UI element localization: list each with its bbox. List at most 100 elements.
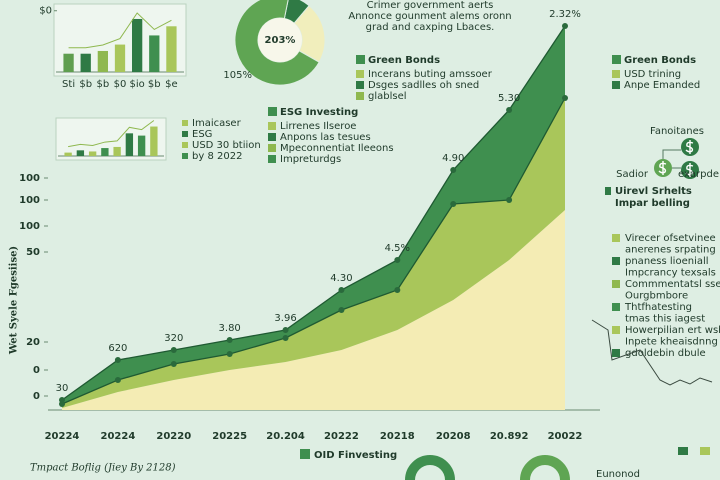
point-label: 620: [108, 343, 127, 354]
bar: [101, 148, 109, 156]
item-swatch: [356, 70, 364, 78]
item-swatch: [268, 122, 276, 130]
x-tick-label: 20224: [45, 431, 80, 442]
area-series: [62, 98, 565, 408]
side-item: Commmentatsl sses: [625, 279, 720, 290]
x-tick-label: $b: [79, 79, 92, 90]
point: [338, 287, 345, 293]
bar: [114, 44, 126, 72]
y-tick-label: 0: [33, 391, 40, 402]
deco-swatch: [678, 447, 688, 455]
point: [506, 197, 513, 203]
point-label: 4.30: [330, 273, 352, 284]
trend: [68, 12, 172, 49]
point-label: 2.32%: [549, 9, 581, 20]
side-swatch: [605, 187, 611, 195]
point: [282, 327, 289, 333]
item-swatch: [268, 133, 276, 141]
deco-swatch: [700, 447, 710, 455]
bar: [125, 133, 134, 156]
x-tick-label: 20022: [548, 431, 583, 442]
panel-item: Mpeconnentiat Ileeons: [280, 143, 394, 154]
side-item: Inpete kheaisdnng: [625, 337, 718, 348]
label-swatch: [182, 153, 188, 159]
bar: [132, 18, 143, 72]
item-swatch: [268, 144, 276, 152]
caption-line: Annonce gounment alems oronn: [348, 11, 511, 22]
donut-side: 105%: [223, 70, 252, 81]
point: [114, 357, 121, 363]
side-item: Howerpilian ert wshe: [625, 325, 720, 336]
label-swatch: [182, 131, 188, 137]
x-tick-label: 20.204: [266, 431, 305, 442]
point: [562, 23, 568, 29]
point-label: 5.30: [498, 93, 520, 104]
item-swatch: [612, 81, 620, 89]
series-line: [61, 97, 566, 405]
icon-right: exarpde: [678, 169, 719, 180]
x-tick-label: 20224: [100, 431, 135, 442]
icon-left: Sadior: [616, 169, 649, 180]
bar: [64, 152, 72, 156]
point: [282, 335, 289, 341]
side-item-swatch: [612, 280, 620, 288]
area-series: [62, 210, 565, 410]
item-swatch: [356, 81, 364, 89]
sparkline: [591, 319, 713, 386]
panel-swatch: [268, 107, 277, 116]
point: [394, 287, 401, 293]
x-tick-label: 20.892: [490, 431, 529, 442]
donut-hole: [258, 18, 302, 62]
x-tick-label: $io: [130, 79, 145, 90]
side-label: by 8 2022: [192, 151, 242, 162]
side-item: Impcrancy texsals: [625, 268, 716, 279]
panel-item: USD trining: [624, 69, 681, 80]
donut-center: 203%: [265, 35, 296, 46]
icon-title: Fanoitanes: [650, 126, 704, 137]
footer-left: Tmpact Boflig (Jiey By 2128): [30, 463, 176, 474]
side-label: Imaicaser: [192, 118, 242, 129]
point: [506, 107, 513, 113]
label-swatch: [182, 142, 188, 148]
dollar-glyph: [685, 163, 694, 177]
bar: [137, 135, 146, 156]
dollar-glyph: [658, 161, 667, 175]
y-tick-label: 0: [33, 365, 40, 376]
side-item-swatch: [612, 303, 620, 311]
panel-swatch: [612, 55, 621, 64]
series-line: [61, 25, 566, 401]
panel-item: Incerans buting amssoer: [368, 69, 493, 80]
x-tick-label: Sti: [62, 79, 75, 90]
panel-title: Green Bonds: [624, 55, 696, 66]
x-tick-label: 20208: [436, 431, 471, 442]
item-swatch: [612, 70, 620, 78]
caption-line: grad and caxping Lbaces.: [366, 22, 495, 33]
point: [170, 347, 177, 353]
item-swatch: [356, 92, 364, 100]
side-label: USD 30 btiion: [192, 140, 261, 151]
side-item: Virecer ofsetvinee: [625, 233, 716, 244]
side-label: ESG: [192, 129, 212, 140]
point: [170, 361, 177, 367]
point: [394, 257, 401, 263]
area-series: [62, 26, 565, 404]
point-label: 3.80: [219, 323, 241, 334]
panel-item: Impreturdgs: [280, 154, 341, 165]
bar: [76, 150, 85, 156]
point-label: 3.96: [274, 313, 296, 324]
point: [450, 201, 457, 207]
side-item-swatch: [612, 257, 620, 265]
x-tick-label: 20222: [324, 431, 359, 442]
caption-line: Crimer government aerts: [367, 0, 494, 11]
panel-item: Anpe Emanded: [624, 80, 700, 91]
bar: [80, 53, 91, 72]
point: [562, 95, 568, 101]
bar: [166, 26, 177, 73]
deco-donut: [520, 455, 570, 480]
panel-item: glablsel: [368, 91, 407, 102]
side-item: anerenes srpating: [625, 245, 716, 256]
point: [450, 167, 457, 173]
y-tick-label: 100: [19, 173, 40, 184]
y-tick-label: 100: [19, 221, 40, 232]
bar: [113, 146, 121, 156]
